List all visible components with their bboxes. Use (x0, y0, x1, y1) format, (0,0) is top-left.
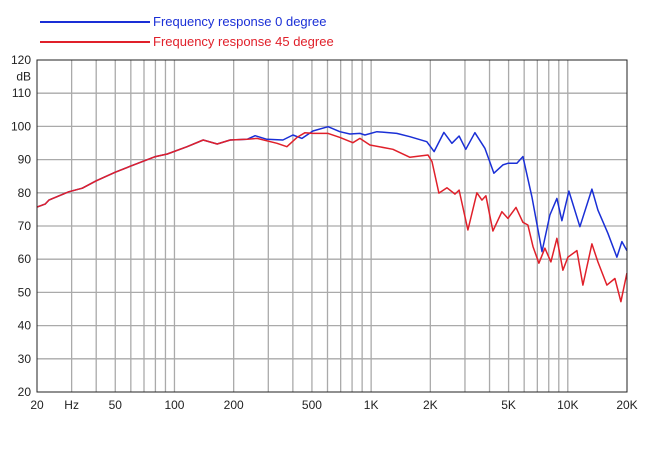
y-axis-unit-label: dB (16, 70, 31, 84)
y-tick-label: 100 (11, 119, 31, 133)
series-group (36, 125, 628, 303)
series-line-45deg (36, 131, 628, 303)
x-tick-label: 10K (557, 398, 578, 412)
x-tick-label: 500 (302, 398, 322, 412)
legend-label-0deg: Frequency response 0 degree (153, 14, 326, 29)
tick-labels: 20 30 40 50 60 70 80 90 100 110 120 dB 20 Hz 50 100 200 5… (11, 53, 638, 412)
y-tick-label: 60 (18, 252, 32, 266)
y-tick-label: 80 (18, 186, 32, 200)
y-tick-label: 40 (18, 319, 32, 333)
x-tick-label: 20K (616, 398, 637, 412)
legend-label-45deg: Frequency response 45 degree (153, 34, 334, 49)
plot-border (36, 59, 628, 393)
y-tick-label: 110 (12, 86, 31, 100)
legend: Frequency response 0 degree Frequency re… (40, 14, 334, 49)
x-tick-label: 100 (164, 398, 184, 412)
x-tick-label: 20 (30, 398, 44, 412)
x-tick-label: 1K (364, 398, 379, 412)
y-tick-label: 30 (18, 352, 32, 366)
y-tick-label: 90 (18, 153, 32, 167)
x-tick-label: 200 (224, 398, 244, 412)
y-tick-label: 20 (18, 385, 32, 399)
x-tick-label: 5K (501, 398, 516, 412)
grid (37, 60, 627, 392)
series-line-0deg (36, 125, 628, 258)
x-tick-label: 2K (423, 398, 438, 412)
y-tick-label: 120 (11, 53, 31, 67)
y-tick-label: 70 (18, 219, 32, 233)
x-tick-label: 50 (109, 398, 123, 412)
x-tick-label: Hz (64, 398, 79, 412)
y-tick-label: 50 (18, 285, 32, 299)
